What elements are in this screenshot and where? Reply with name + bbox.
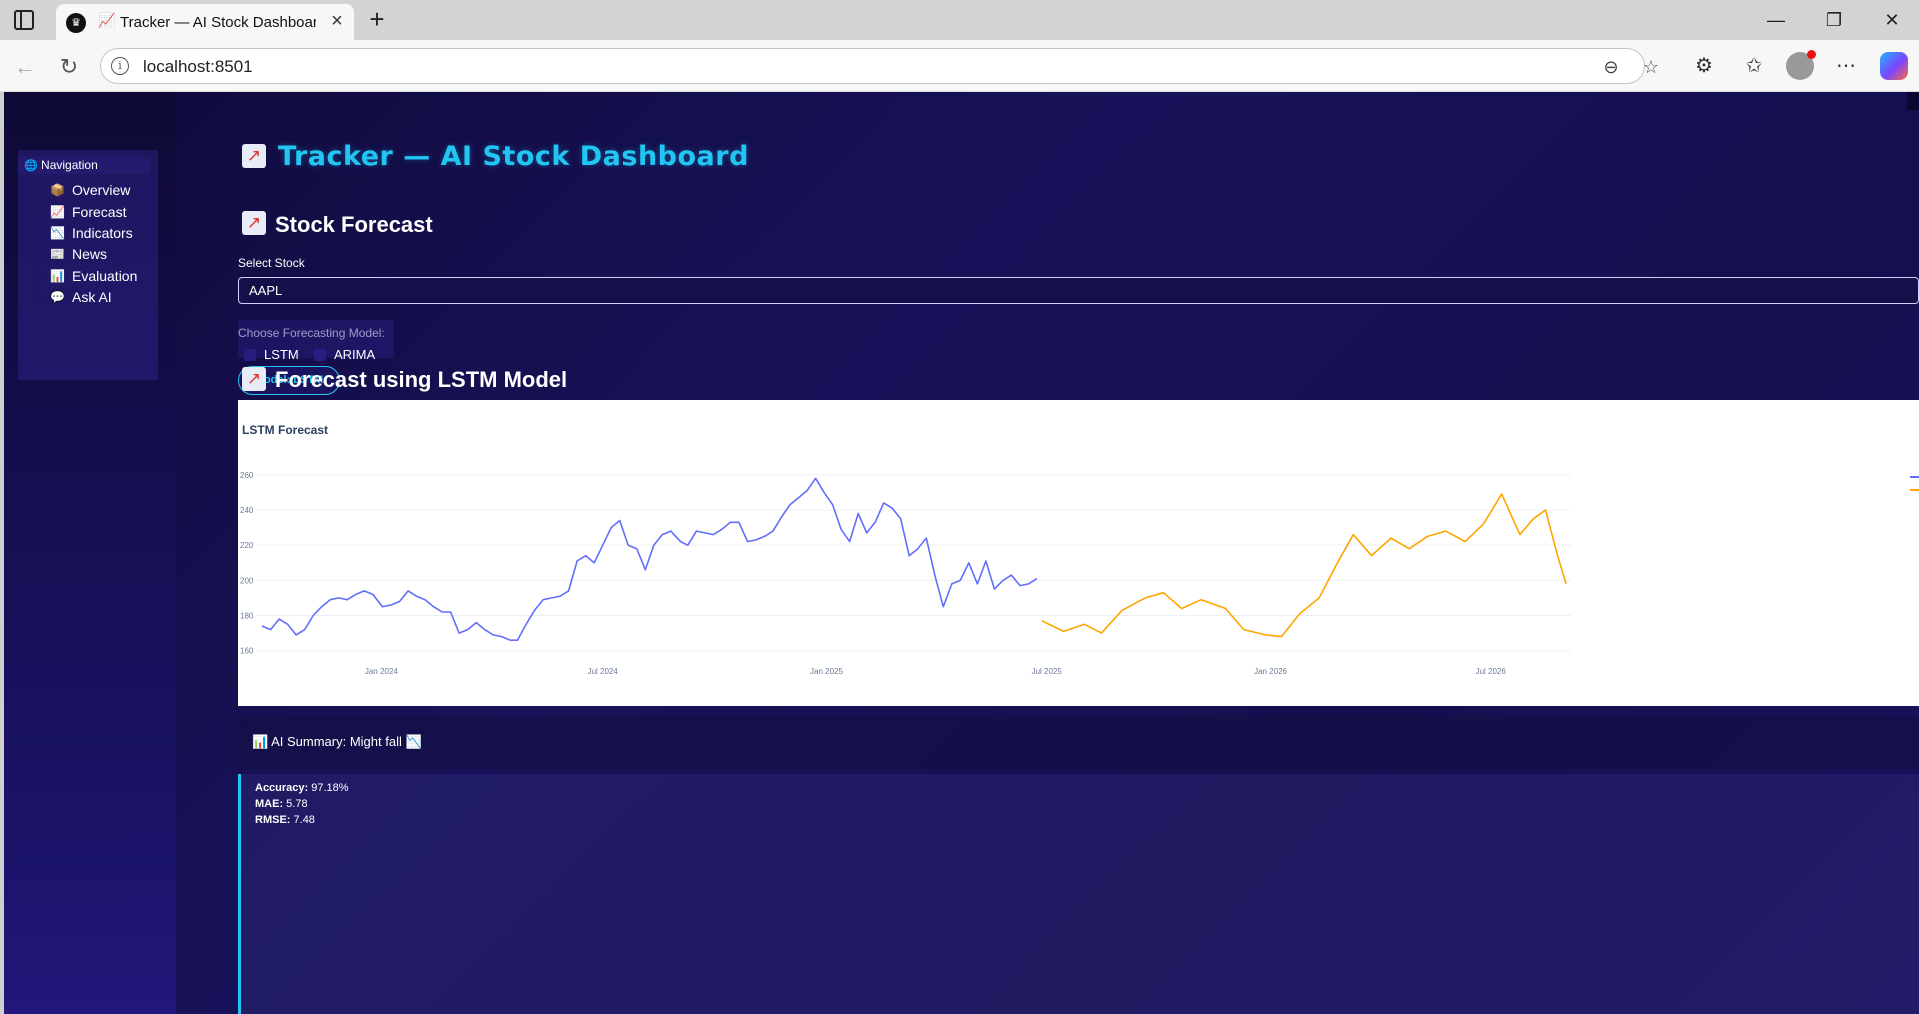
ai-summary-bar: 📊 AI Summary: Might fall 📉 <box>238 716 1919 769</box>
extensions-icon[interactable]: ⚙ <box>1695 55 1713 77</box>
navigation-heading: 🌐 Navigation <box>18 157 150 174</box>
profile-avatar[interactable] <box>1786 50 1816 80</box>
radio-icon[interactable] <box>32 184 42 196</box>
ai-summary: 📊 AI Summary: Might fall 📉 <box>252 734 422 749</box>
stock-select[interactable]: AAPL <box>238 277 1919 304</box>
x-tick-label: Jul 2024 <box>588 667 619 676</box>
chart-down-icon: 📉 <box>405 734 422 749</box>
radio-icon[interactable] <box>32 270 42 282</box>
newspaper-icon: 📰 <box>50 247 65 261</box>
package-icon: 📦 <box>50 183 65 197</box>
bar-chart-icon: 📊 <box>252 734 269 749</box>
sidebar: 🌐 Navigation 📦 Overview 📈 Forecast 📉 Ind… <box>4 92 176 1014</box>
y-tick-label: 260 <box>240 471 254 480</box>
x-tick-label: Jan 2024 <box>365 667 398 676</box>
zoom-out-icon[interactable]: ⊖ <box>1603 57 1619 77</box>
speech-bubble-icon: 💬 <box>50 290 65 304</box>
sidebar-item-indicators[interactable]: 📉 Indicators <box>32 223 152 243</box>
radio-icon[interactable] <box>32 227 42 239</box>
historical-price-line <box>261 477 1038 641</box>
x-tick-label: Jan 2025 <box>810 667 843 676</box>
copilot-icon[interactable] <box>1880 52 1908 80</box>
chart-increasing-icon: ↗ <box>242 144 266 168</box>
page-title: Tracker — AI Stock Dashboard <box>278 141 749 172</box>
close-window-icon[interactable]: ✕ <box>1884 10 1900 30</box>
site-info-icon[interactable]: i <box>111 57 129 75</box>
scrollbar[interactable] <box>1907 92 1919 110</box>
new-tab-icon[interactable]: + <box>369 4 385 34</box>
browser-tab[interactable]: ♛ 📈 Tracker — AI Stock Dashboard × <box>56 4 354 40</box>
more-options-icon[interactable]: ⋯ <box>1836 55 1856 77</box>
select-stock-label: Select Stock <box>238 256 305 270</box>
sidebar-item-news[interactable]: 📰 News <box>32 244 152 264</box>
x-tick-label: Jul 2025 <box>1032 667 1063 676</box>
address-bar-row: ← ↻ i localhost:8501 ⊖ ☆ ⚙ ✩ ⋯ <box>0 40 1919 92</box>
minimize-icon[interactable]: — <box>1767 10 1785 30</box>
bar-chart-icon: 📊 <box>50 269 65 283</box>
app-viewport: 🌐 Navigation 📦 Overview 📈 Forecast 📉 Ind… <box>4 92 1919 1014</box>
forecast-title: Forecast using LSTM Model <box>275 367 568 392</box>
sidebar-item-overview[interactable]: 📦 Overview <box>32 180 152 200</box>
section-title: Stock Forecast <box>275 212 433 237</box>
chart-increasing-icon: ↗ <box>242 211 266 235</box>
y-tick-label: 200 <box>240 576 254 585</box>
restore-icon[interactable]: ❐ <box>1825 10 1843 30</box>
radio-icon[interactable] <box>32 206 42 218</box>
favorites-icon[interactable]: ✩ <box>1745 55 1763 77</box>
sidebar-item-ask-ai[interactable]: 💬 Ask AI <box>32 287 152 307</box>
radio-icon[interactable] <box>32 291 42 303</box>
chart-up-icon: 📈 <box>50 205 65 219</box>
url-text[interactable]: localhost:8501 <box>143 57 253 76</box>
y-tick-label: 220 <box>240 541 254 550</box>
chart-increasing-icon: 📈 <box>98 12 116 28</box>
radio-icon[interactable] <box>32 248 42 260</box>
browser-tab-bar: ♛ 📈 Tracker — AI Stock Dashboard × + — ❐… <box>0 0 1919 40</box>
crown-icon: ♛ <box>66 13 86 33</box>
model-choice-label: Choose Forecasting Model: <box>238 326 385 340</box>
forecast-chart[interactable]: LSTM Forecast 160 180 200 220 240 260 Jan 2024… <box>238 400 1919 706</box>
y-tick-label: 160 <box>240 647 254 656</box>
favorite-star-icon[interactable]: ☆ <box>1642 57 1660 77</box>
reload-icon[interactable]: ↻ <box>59 54 79 79</box>
chart-increasing-icon: ↗ <box>242 367 266 391</box>
radio-icon[interactable] <box>244 349 256 361</box>
address-bar[interactable]: i localhost:8501 ⊖ ☆ <box>100 48 1659 84</box>
radio-icon[interactable] <box>314 349 326 361</box>
globe-icon: 🌐 <box>24 160 38 172</box>
close-tab-icon[interactable]: × <box>331 10 343 32</box>
x-tick-label: Jan 2026 <box>1254 667 1287 676</box>
sidebar-item-evaluation[interactable]: 📊 Evaluation <box>32 266 152 286</box>
tab-title: Tracker — AI Stock Dashboard <box>120 14 316 31</box>
x-tick-label: Jul 2026 <box>1476 667 1507 676</box>
metric-accuracy: Accuracy: 97.18% <box>255 782 349 794</box>
chart-plot[interactable]: 160 180 200 220 240 260 Jan 2024 Jul 2024 Jan 20… <box>238 400 1919 706</box>
y-tick-label: 180 <box>240 612 254 621</box>
back-arrow-icon[interactable]: ← <box>14 54 36 79</box>
sidebar-item-forecast[interactable]: 📈 Forecast <box>32 202 152 222</box>
metric-mae: MAE: 5.78 <box>255 798 308 810</box>
metric-rmse: RMSE: 7.48 <box>255 814 315 826</box>
y-tick-label: 240 <box>240 506 254 515</box>
forecast-price-line <box>1041 493 1567 638</box>
sidebar-toggle-icon[interactable] <box>14 10 34 30</box>
chart-title: LSTM Forecast <box>242 423 329 437</box>
metrics-card: Accuracy: 97.18% MAE: 5.78 RMSE: 7.48 <box>238 774 1919 1014</box>
chart-down-icon: 📉 <box>50 226 65 240</box>
